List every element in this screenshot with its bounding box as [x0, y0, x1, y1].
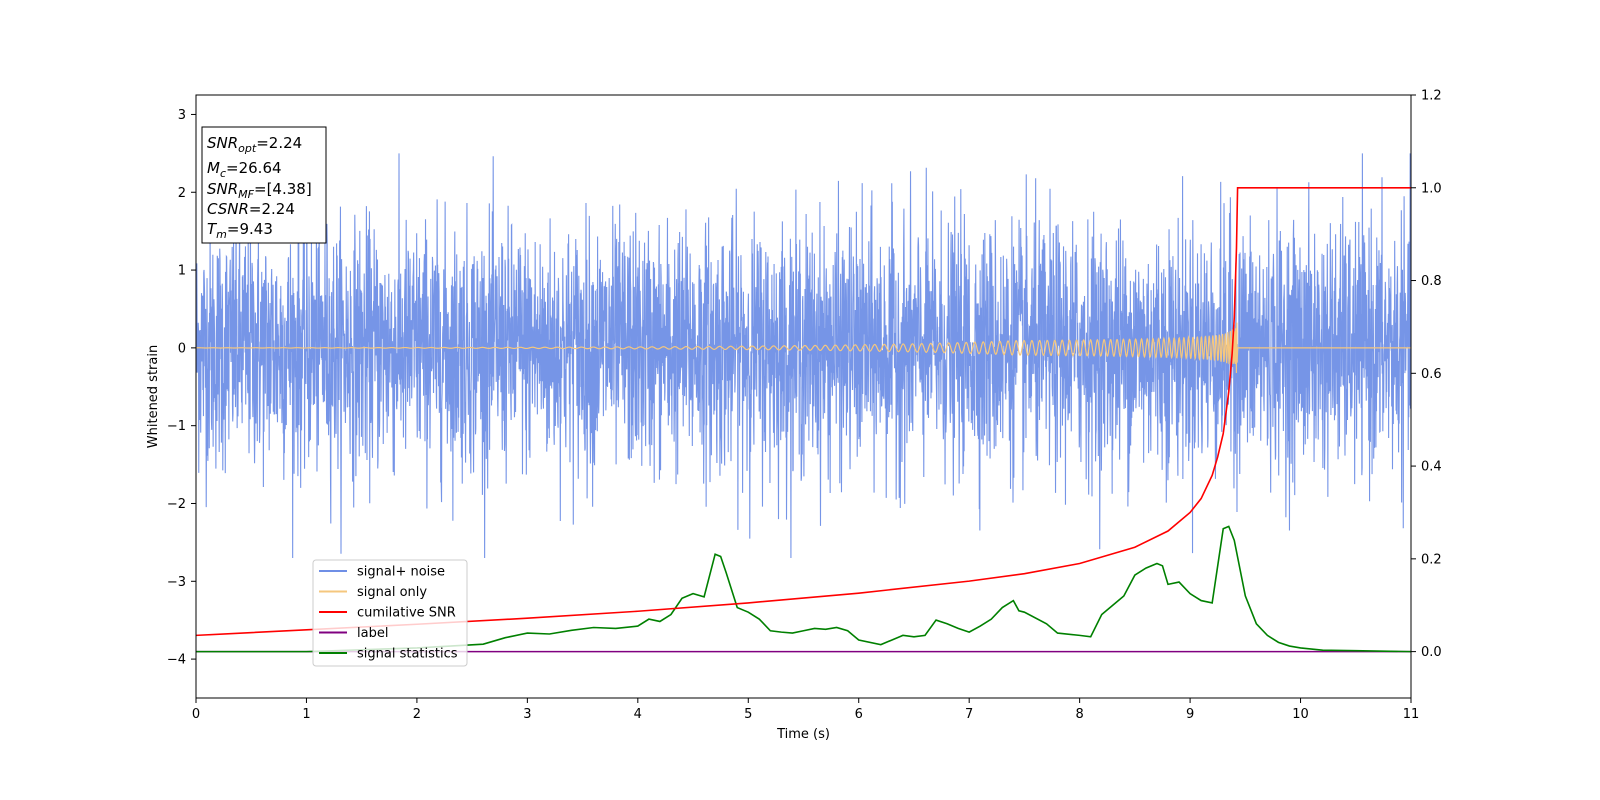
x-tick-label: 7 [965, 707, 973, 722]
y-tick-label-left: 2 [178, 186, 186, 201]
y-tick-label-left: 1 [178, 264, 186, 279]
x-tick-label: 11 [1403, 707, 1420, 722]
x-tick-label: 2 [413, 707, 421, 722]
legend-frame [312, 559, 468, 667]
annotation-line: Mc=26.64 [207, 159, 282, 180]
x-tick-label: 3 [523, 707, 531, 722]
y-tick-label-right: 1.2 [1421, 89, 1442, 104]
x-tick-label: 4 [634, 707, 642, 722]
y-tick-label-right: 1.0 [1421, 181, 1442, 196]
axes-frame [195, 94, 1412, 699]
y-tick-label-right: 0.8 [1421, 274, 1442, 289]
y-tick-label-right: 0.2 [1421, 552, 1442, 567]
y-axis-right: 1.2 1.0 0.8 0.6 0.4 0.2 0.0 [1411, 89, 1442, 660]
y-axis-label: Whitened strain [146, 345, 161, 448]
x-axis: 0 1 2 3 4 5 6 7 8 9 10 11 [192, 698, 1419, 722]
y-tick-label-right: 0.6 [1421, 367, 1442, 382]
series-cumulative-snr [196, 186, 1411, 637]
y-axis-left: 3 2 1 0 −1 −2 −3 −4 [167, 108, 196, 668]
legend: signal+ noise signal only cumilative SNR la… [312, 559, 468, 667]
x-tick-label: 9 [1186, 707, 1194, 722]
y-tick-label-left: 3 [178, 108, 186, 123]
annotation-line: Tm=9.43 [207, 220, 273, 241]
x-tick-label: 6 [855, 707, 863, 722]
series-signal-statistics [196, 525, 1411, 653]
x-tick-label: 1 [302, 707, 310, 722]
y-tick-label-right: 0.0 [1421, 645, 1442, 660]
x-tick-label: 8 [1075, 707, 1083, 722]
legend-entry: signal+ noise [357, 565, 445, 580]
y-tick-label-left: −4 [167, 653, 186, 668]
y-tick-label-right: 0.4 [1421, 460, 1442, 475]
x-tick-label: 10 [1292, 707, 1309, 722]
annotation-frame [201, 126, 327, 244]
x-axis-label: Time (s) [776, 727, 830, 742]
annotation-box: SNRopt=2.24 Mc=26.64SNRMF=[4.38]CSNR=2.24… [201, 126, 327, 244]
y-tick-label-left: 0 [178, 341, 186, 356]
y-tick-label-left: −1 [167, 419, 186, 434]
annotation-line: SNRMF=[4.38] [207, 180, 312, 201]
y-tick-label-left: −3 [167, 575, 186, 590]
y-tick-label-left: −2 [167, 497, 186, 512]
legend-entry: signal only [357, 585, 427, 600]
legend-entry: signal statistics [357, 647, 458, 662]
series-signal-noise [196, 153, 1411, 558]
annotation-line: CSNR=2.24 [207, 200, 295, 218]
x-tick-label: 5 [744, 707, 752, 722]
series-signal-only [196, 322, 1411, 374]
annotation-line: SNRopt=2.24 [207, 134, 302, 155]
legend-entry: label [357, 626, 388, 641]
x-tick-label: 0 [192, 707, 200, 722]
legend-entry: cumilative SNR [357, 606, 456, 621]
